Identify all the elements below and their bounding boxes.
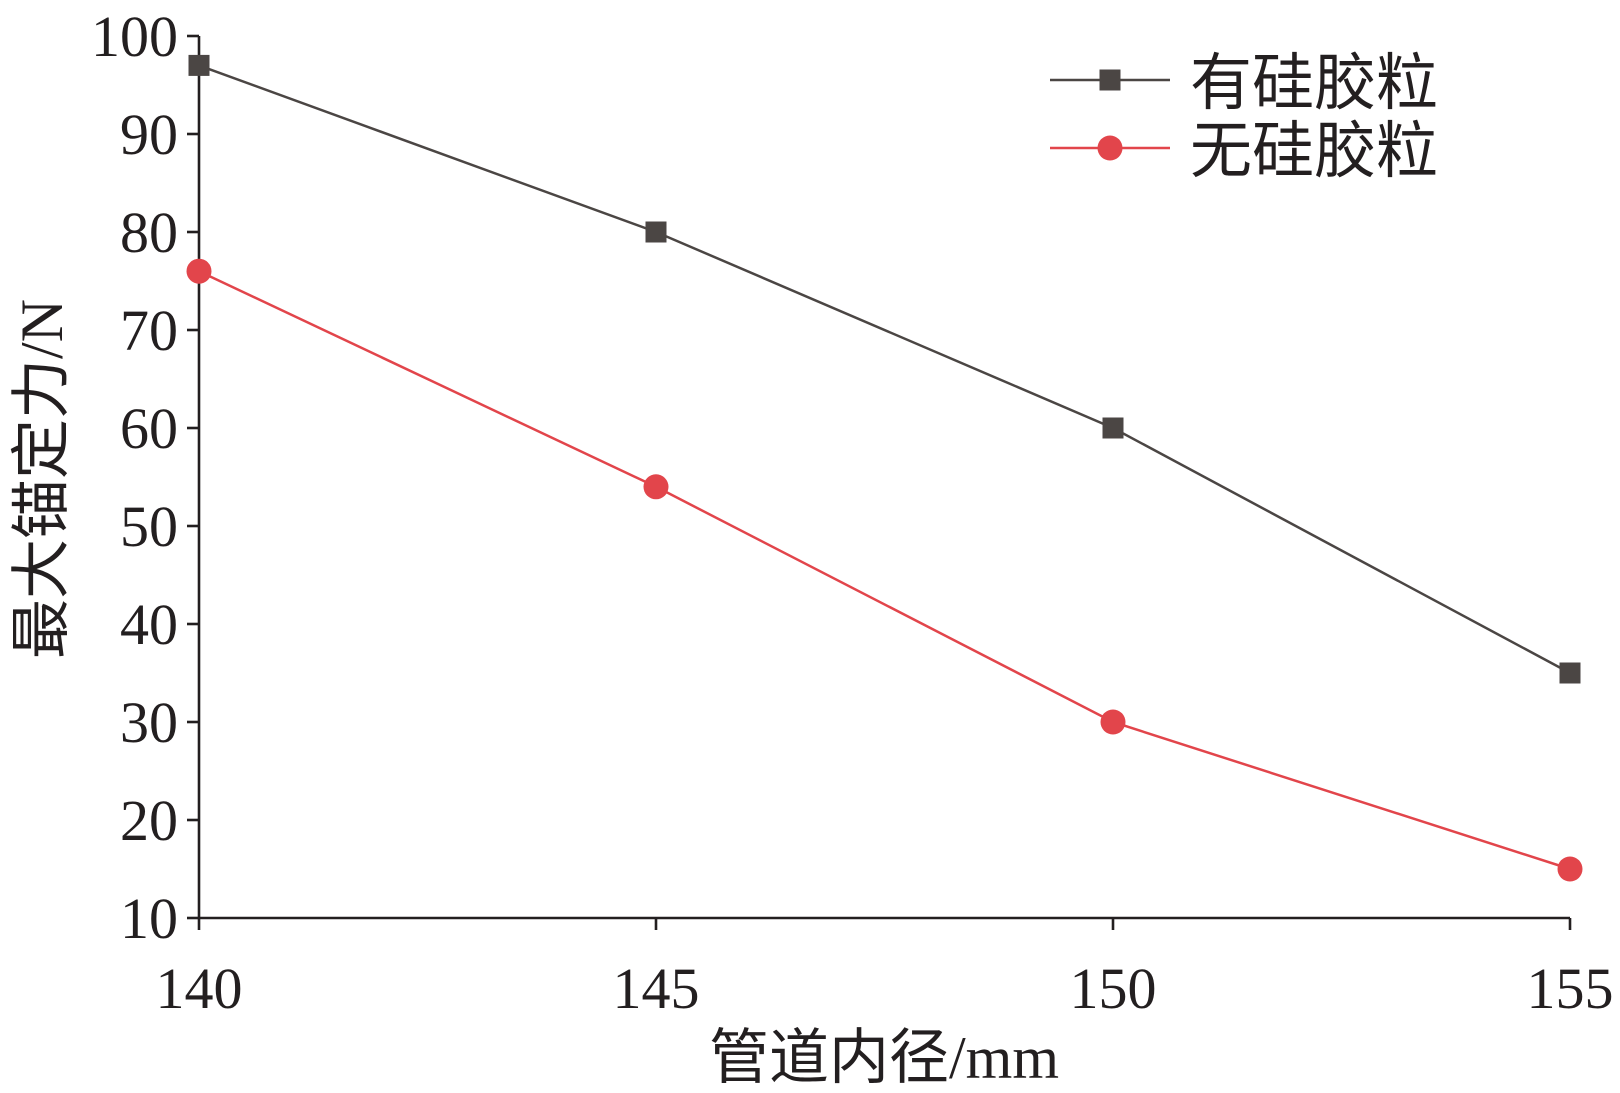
data-point-square bbox=[188, 54, 210, 76]
axes: 10 20 30 40 50 60 70 80 90 100 140 145 150 155 bbox=[91, 4, 1614, 1021]
x-tick-label: 155 bbox=[1527, 956, 1614, 1021]
y-tick-label: 80 bbox=[120, 200, 178, 265]
y-tick-label: 70 bbox=[120, 298, 178, 363]
y-tick-label: 20 bbox=[120, 788, 178, 853]
series-without-silica bbox=[186, 258, 1583, 882]
y-tick-label: 60 bbox=[120, 396, 178, 461]
data-point-square bbox=[645, 221, 667, 243]
y-tick-label: 40 bbox=[120, 592, 178, 657]
legend-item-without-silica: 无硅胶粒 bbox=[1050, 118, 1438, 186]
data-point-circle bbox=[1100, 709, 1126, 735]
data-point-circle bbox=[643, 474, 669, 500]
x-tick-label: 145 bbox=[613, 956, 700, 1021]
y-axis-ticks: 10 20 30 40 50 60 70 80 90 100 bbox=[91, 4, 199, 951]
series-line bbox=[198, 64, 1571, 675]
data-point-square bbox=[1559, 662, 1581, 684]
y-axis-title: 最大锚定力/N bbox=[9, 299, 75, 659]
legend-item-with-silica: 有硅胶粒 bbox=[1050, 50, 1438, 118]
legend: 有硅胶粒 无硅胶粒 bbox=[1050, 50, 1438, 186]
legend-square-marker bbox=[1099, 69, 1121, 91]
legend-label: 无硅胶粒 bbox=[1190, 118, 1438, 186]
y-tick-label: 90 bbox=[120, 102, 178, 167]
x-axis-ticks: 140 145 150 155 bbox=[156, 918, 1614, 1021]
x-tick-label: 150 bbox=[1070, 956, 1157, 1021]
legend-circle-marker bbox=[1097, 135, 1123, 161]
y-tick-label: 50 bbox=[120, 494, 178, 559]
y-tick-label: 100 bbox=[91, 4, 178, 69]
x-axis-title: 管道内径/mm bbox=[709, 1025, 1059, 1091]
y-tick-label: 30 bbox=[120, 690, 178, 755]
data-point-circle bbox=[186, 258, 212, 284]
series-layer bbox=[186, 54, 1583, 882]
legend-label: 有硅胶粒 bbox=[1190, 50, 1438, 118]
series-line bbox=[198, 270, 1571, 871]
data-point-circle bbox=[1557, 856, 1583, 882]
data-point-square bbox=[1102, 417, 1124, 439]
y-tick-label: 10 bbox=[120, 886, 178, 951]
series-with-silica bbox=[188, 54, 1581, 684]
x-tick-label: 140 bbox=[156, 956, 243, 1021]
